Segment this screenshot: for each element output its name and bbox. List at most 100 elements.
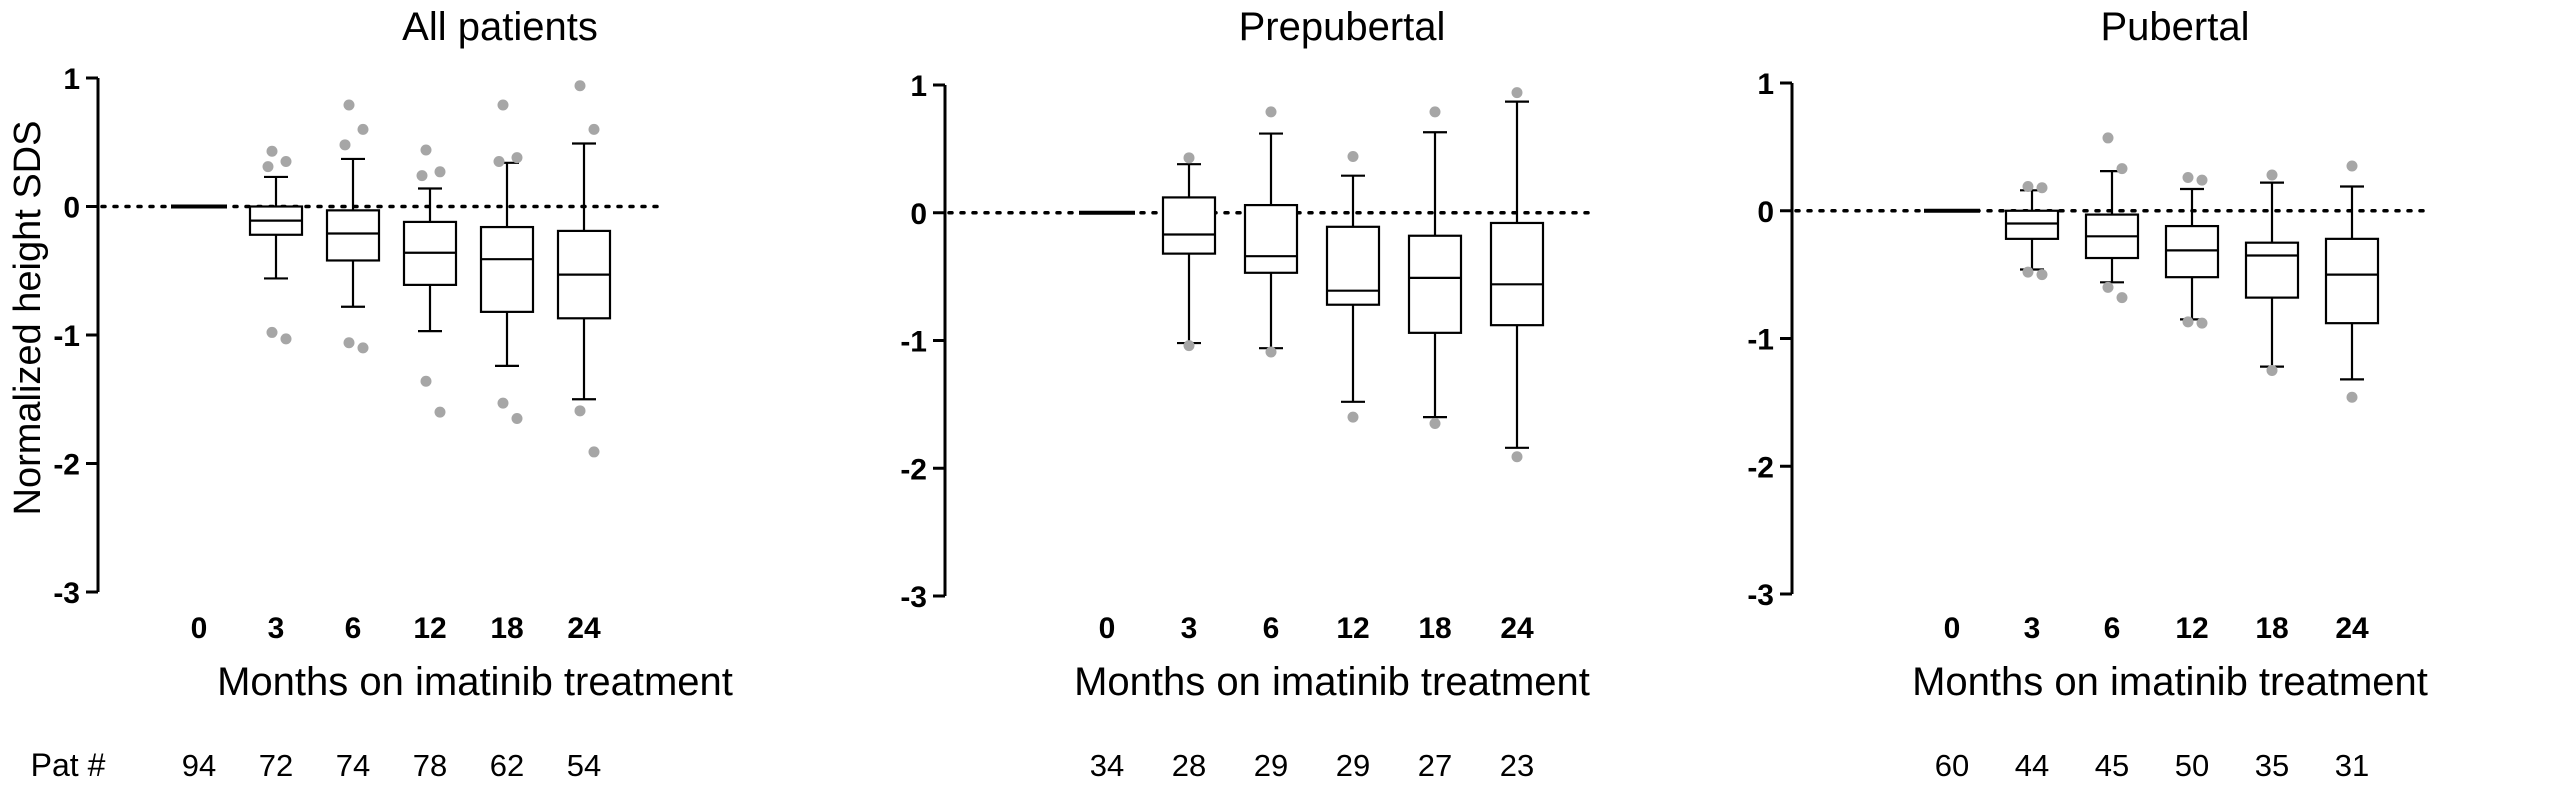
outlier-point xyxy=(2196,174,2208,186)
box-6 xyxy=(325,99,381,354)
outlier-point xyxy=(2022,266,2034,278)
outlier-point xyxy=(2266,364,2278,376)
y-tick-label: 1 xyxy=(1757,68,1774,101)
patient-count: 29 xyxy=(1254,748,1288,783)
outlier-point xyxy=(434,406,446,418)
outlier-point xyxy=(1347,151,1359,163)
outlier-point xyxy=(280,333,292,345)
outlier-point xyxy=(588,446,600,458)
box-24 xyxy=(556,80,612,458)
box-iqr xyxy=(325,209,381,262)
box-iqr xyxy=(1243,203,1299,274)
y-tick-label: 1 xyxy=(910,70,927,103)
outlier-point xyxy=(1511,87,1523,99)
outlier-point xyxy=(1347,411,1359,423)
x-tick-label: 0 xyxy=(191,612,208,645)
outlier-point xyxy=(2266,169,2278,181)
box-iqr xyxy=(479,225,535,313)
outlier-point xyxy=(339,139,351,151)
outlier-point xyxy=(2196,317,2208,329)
outlier-point xyxy=(1183,340,1195,352)
outlier-point xyxy=(343,99,355,111)
box-12 xyxy=(2164,172,2220,329)
patient-count: 28 xyxy=(1172,748,1206,783)
box-iqr xyxy=(1407,234,1463,334)
patient-count: 62 xyxy=(490,748,524,783)
patient-count-label: Pat # xyxy=(31,747,106,783)
y-tick-label: -2 xyxy=(1747,451,1774,484)
x-tick-label: 6 xyxy=(1263,612,1280,645)
box-18 xyxy=(1407,106,1463,430)
outlier-point xyxy=(2102,132,2114,144)
patient-count: 94 xyxy=(182,748,216,783)
x-tick-label: 12 xyxy=(413,612,446,645)
x-tick-label: 6 xyxy=(345,612,362,645)
patient-count: 34 xyxy=(1090,748,1124,783)
patient-count: 44 xyxy=(2015,748,2049,783)
box-iqr xyxy=(1325,225,1381,306)
patient-count: 50 xyxy=(2175,748,2209,783)
outlier-point xyxy=(2346,160,2358,172)
y-tick-label: -3 xyxy=(1747,579,1774,612)
patient-count: 78 xyxy=(413,748,447,783)
x-tick-label: 3 xyxy=(1181,612,1198,645)
box-18 xyxy=(2244,169,2300,376)
x-tick-label: 18 xyxy=(490,612,523,645)
x-tick-label: 18 xyxy=(2255,612,2288,645)
outlier-point xyxy=(266,145,278,157)
outlier-point xyxy=(434,166,446,178)
outlier-point xyxy=(1429,106,1441,118)
outlier-point xyxy=(266,326,278,338)
outlier-point xyxy=(574,405,586,417)
box-6 xyxy=(2084,132,2140,304)
panel-pubertal: Pubertal 1 0 -1 -2 -3 0 60 3 44 6 45 12 50 18 35 24 31 Mon… xyxy=(1747,5,2428,783)
outlier-point xyxy=(2116,163,2128,175)
panel-title: Pubertal xyxy=(2101,5,2250,49)
outlier-point xyxy=(497,397,509,409)
box-iqr xyxy=(2324,237,2380,325)
outlier-point xyxy=(1183,152,1195,164)
box-18 xyxy=(479,99,535,425)
box-3 xyxy=(248,145,304,345)
box-iqr xyxy=(2004,209,2060,240)
outlier-point xyxy=(588,123,600,135)
x-tick-label: 6 xyxy=(2104,612,2121,645)
patient-count: 74 xyxy=(336,748,370,783)
y-tick-label: 0 xyxy=(910,198,927,231)
box-3 xyxy=(2004,180,2060,281)
outlier-point xyxy=(280,156,292,168)
outlier-point xyxy=(343,337,355,349)
box-24 xyxy=(2324,160,2380,403)
outlier-point xyxy=(2346,391,2358,403)
x-tick-label: 18 xyxy=(1418,612,1451,645)
box-6 xyxy=(1243,106,1299,358)
outlier-point xyxy=(2116,292,2128,304)
x-tick-label: 3 xyxy=(268,612,285,645)
outlier-point xyxy=(2182,172,2194,184)
panel-title: All patients xyxy=(402,5,598,49)
outlier-point xyxy=(2036,269,2048,281)
x-tick-label: 3 xyxy=(2024,612,2041,645)
patient-count: 35 xyxy=(2255,748,2289,783)
outlier-point xyxy=(497,99,509,111)
y-tick-label: -2 xyxy=(900,453,927,486)
y-tick-label: -1 xyxy=(53,320,80,353)
outlier-point xyxy=(420,144,432,156)
patient-count: 72 xyxy=(259,748,293,783)
outlier-point xyxy=(262,161,274,173)
outlier-point xyxy=(1429,418,1441,430)
box-12 xyxy=(402,144,458,418)
x-tick-label: 12 xyxy=(2175,612,2208,645)
patient-count: 60 xyxy=(1935,748,1969,783)
outlier-point xyxy=(357,342,369,354)
outlier-point xyxy=(511,413,523,425)
patient-count: 54 xyxy=(567,748,601,783)
outlier-point xyxy=(2182,316,2194,328)
box-12 xyxy=(1325,151,1381,423)
panel-all-patients: All patients 1 0 -1 -2 -3 0 94 3 72 6 74 12 78 18 62 24 5… xyxy=(53,5,733,783)
x-tick-label: 0 xyxy=(1944,612,1961,645)
patient-count: 29 xyxy=(1336,748,1370,783)
outlier-point xyxy=(574,80,586,92)
y-tick-label: -1 xyxy=(1747,324,1774,357)
